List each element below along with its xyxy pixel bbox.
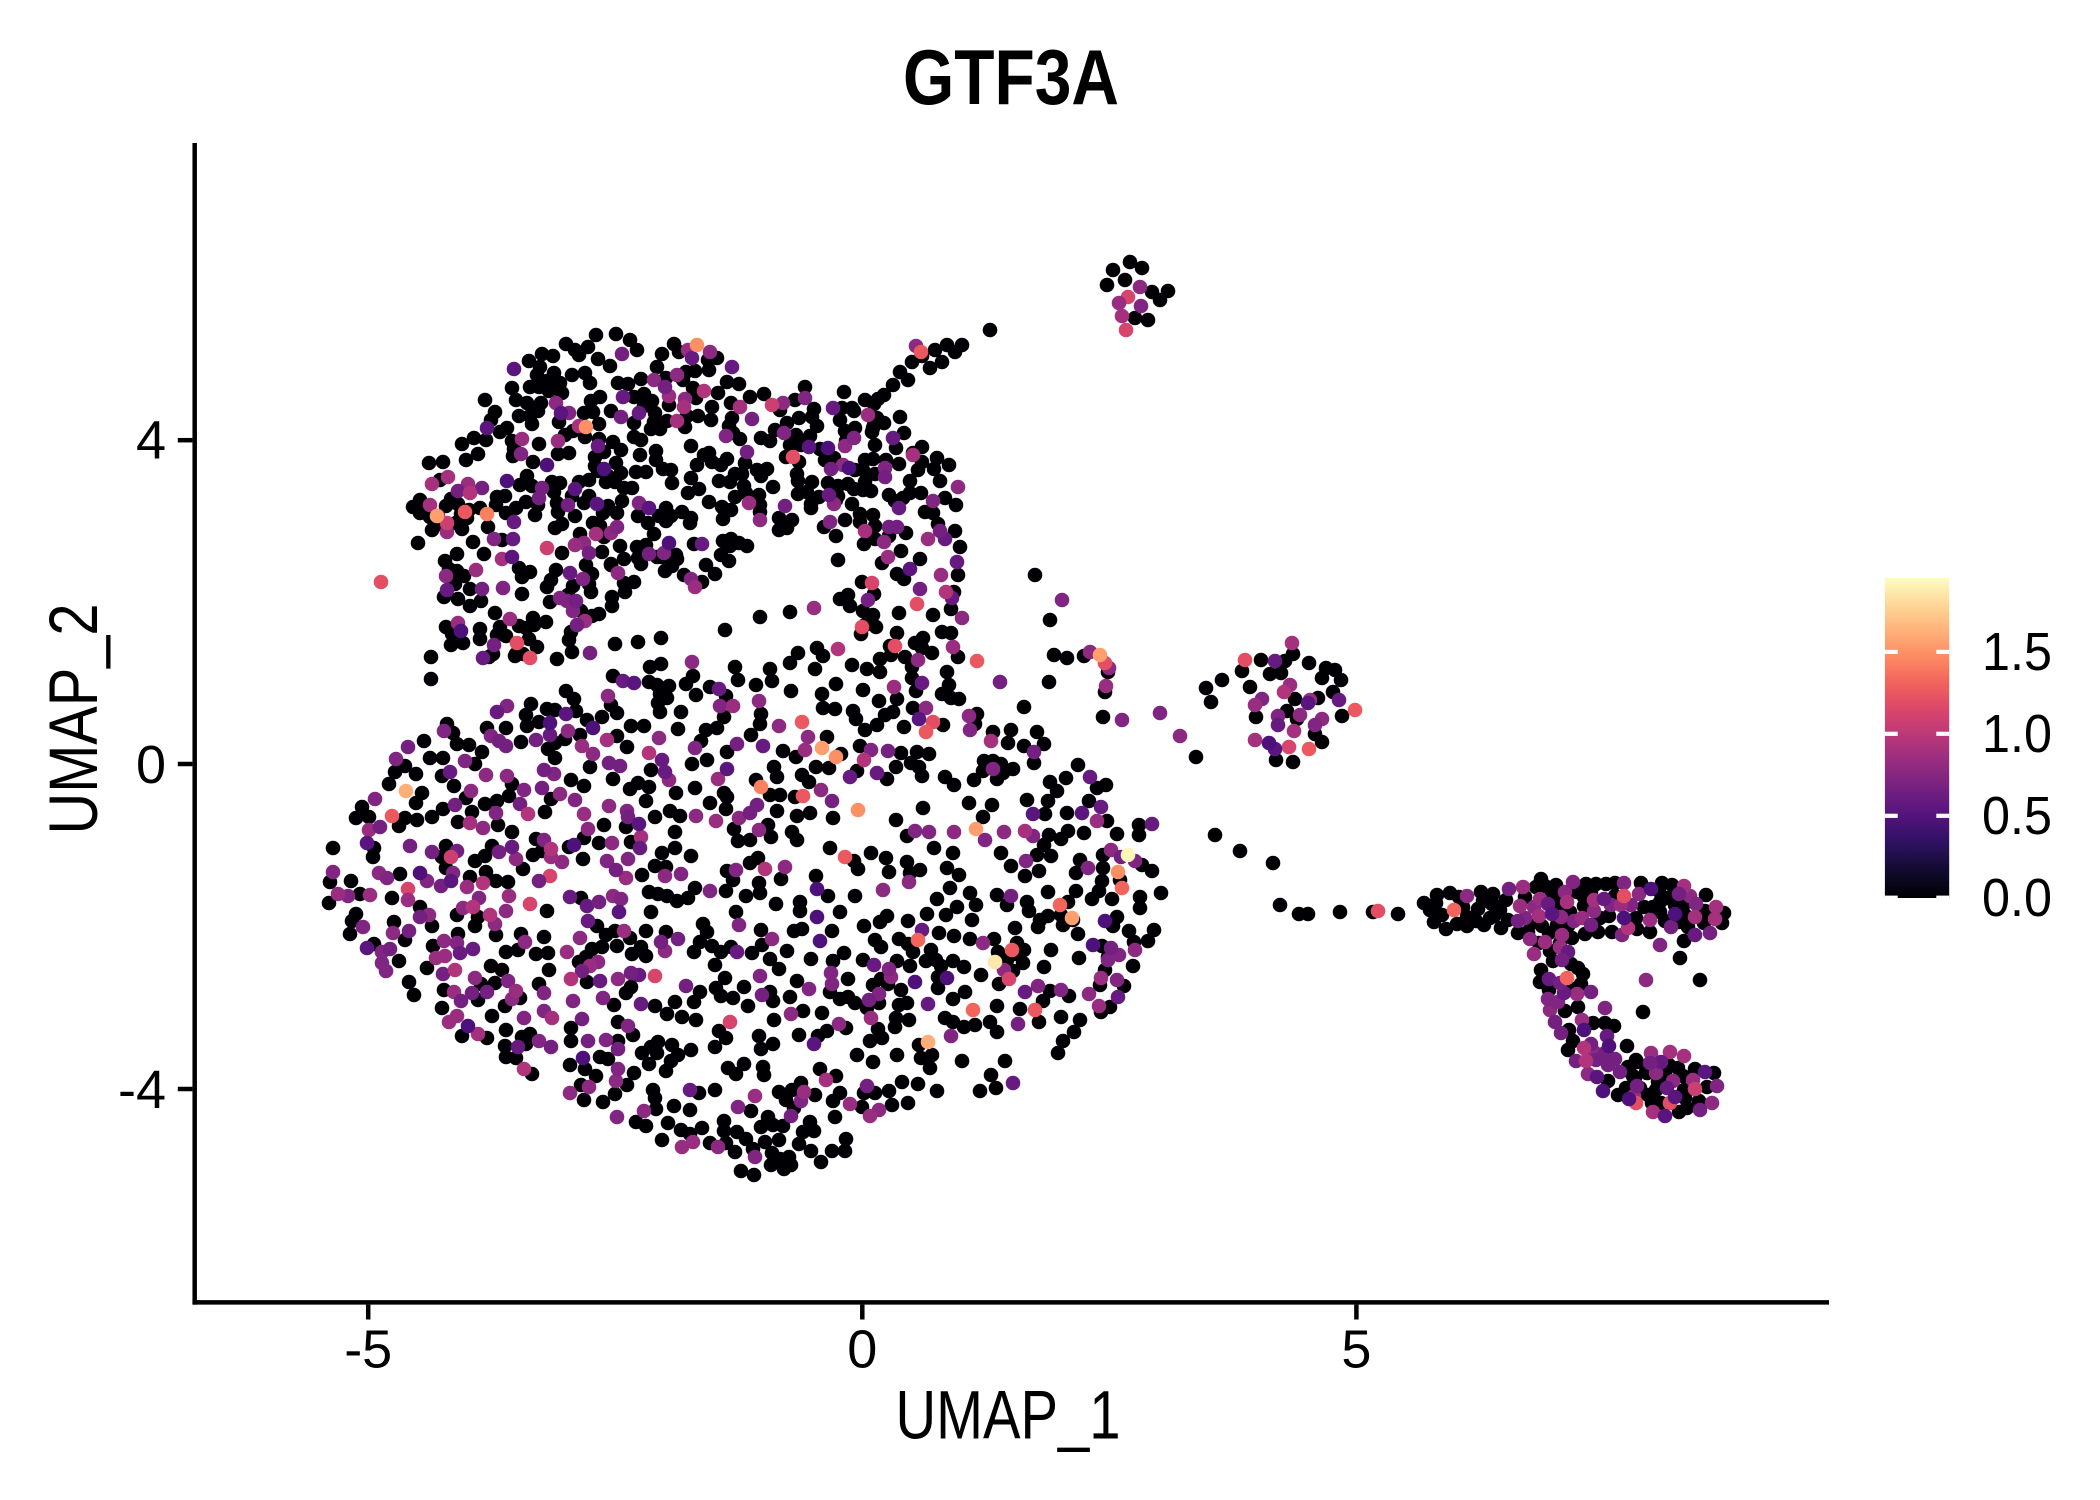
svg-text:1.0: 1.0 <box>1982 704 2052 764</box>
svg-text:GTF3A: GTF3A <box>903 33 1119 121</box>
svg-text:UMAP_2: UMAP_2 <box>35 604 112 835</box>
svg-text:0: 0 <box>847 1320 877 1380</box>
svg-text:-4: -4 <box>118 1060 166 1120</box>
svg-text:4: 4 <box>136 410 166 470</box>
svg-text:-5: -5 <box>344 1320 392 1380</box>
svg-text:0: 0 <box>136 735 166 795</box>
svg-text:0.0: 0.0 <box>1982 868 2052 928</box>
svg-text:1.5: 1.5 <box>1982 622 2052 682</box>
svg-text:0.5: 0.5 <box>1982 786 2052 846</box>
svg-text:UMAP_1: UMAP_1 <box>896 1377 1121 1454</box>
svg-text:5: 5 <box>1341 1320 1371 1380</box>
